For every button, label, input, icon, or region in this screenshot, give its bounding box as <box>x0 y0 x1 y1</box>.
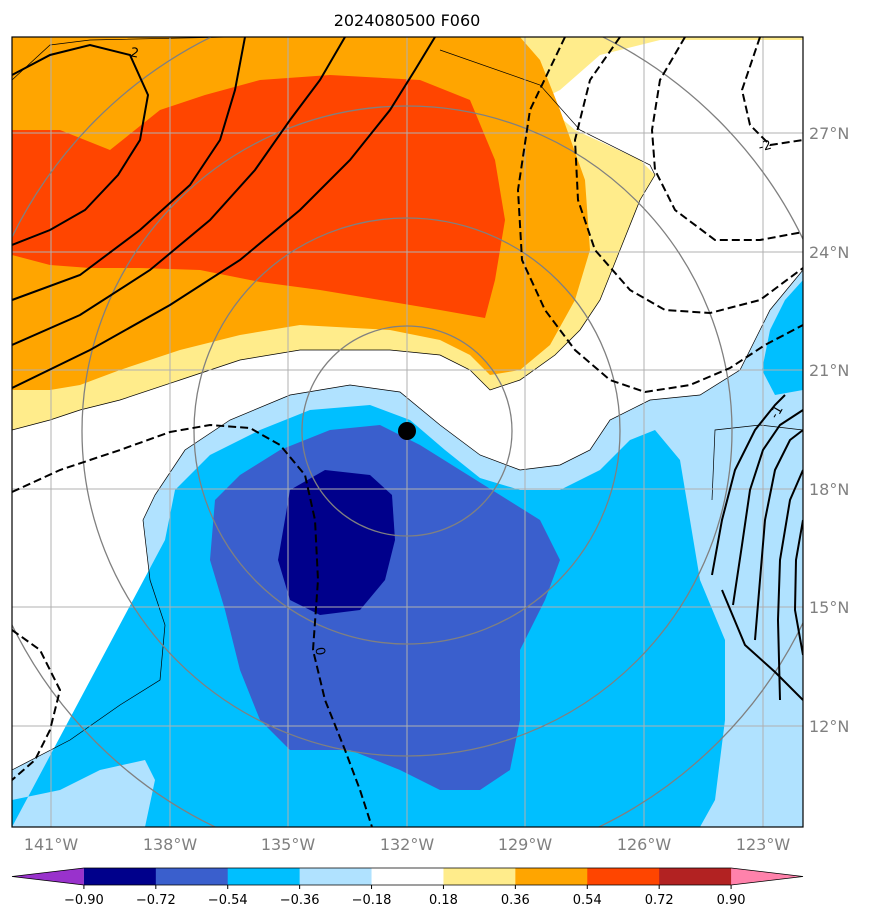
map-area: 2 -2 0 -1 <box>12 37 803 827</box>
lon-label: 135°W <box>261 835 316 854</box>
storm-center-marker <box>398 422 416 440</box>
colorbar-segment <box>227 868 301 885</box>
colorbar-tick-label: 0.18 <box>429 893 458 908</box>
positive-anomaly-shade-3 <box>12 75 505 318</box>
colorbar-segment <box>299 868 373 885</box>
lat-label: 18°N <box>809 480 849 499</box>
lat-label: 21°N <box>809 361 849 380</box>
colorbar-segment <box>371 868 444 885</box>
lat-label: 24°N <box>809 243 849 262</box>
map-title: 2024080500 F060 <box>334 11 481 30</box>
colorbar-tick-label: −0.90 <box>64 893 104 908</box>
colorbar-segment <box>155 868 229 885</box>
contour-label-2: 2 <box>129 45 140 61</box>
range-rings <box>12 37 803 827</box>
colorbar-tick-label: 0.36 <box>501 893 530 908</box>
lon-label: 141°W <box>24 835 79 854</box>
colorbar-tick-label: 0.90 <box>717 893 746 908</box>
map-frame <box>11 36 804 828</box>
positive-contours <box>12 37 803 701</box>
colorbar-segment <box>515 868 588 885</box>
colorbar-segment <box>83 868 157 885</box>
colorbar-segment <box>659 868 732 885</box>
negative-anomaly-shade-4 <box>278 470 395 615</box>
lon-label: 132°W <box>380 835 435 854</box>
lon-label: 123°W <box>736 835 791 854</box>
contour-label-0: 0 <box>311 646 327 657</box>
colorbar-segment <box>731 868 803 885</box>
negative-contours <box>12 37 803 827</box>
colorbar-segment <box>12 868 84 885</box>
lon-label: 126°W <box>617 835 672 854</box>
lat-label: 27°N <box>809 124 849 143</box>
zero-shade-outline <box>12 37 656 431</box>
colorbar-tick-label: 0.54 <box>573 893 602 908</box>
negative-shade-outline <box>12 269 803 771</box>
lat-label: 12°N <box>809 717 849 736</box>
colorbar: −0.90 −0.72 −0.54 −0.36 −0.18 0.18 0.36 0.54 0.7… <box>11 867 804 908</box>
lat-label: 15°N <box>809 598 849 617</box>
contour-label-neg2: -2 <box>757 138 773 156</box>
colorbar-tick-label: −0.36 <box>280 893 320 908</box>
colorbar-tick-label: 0.72 <box>645 893 674 908</box>
colorbar-segment <box>443 868 516 885</box>
colorbar-segment <box>587 868 660 885</box>
longitude-labels: 141°W 138°W 135°W 132°W 129°W 126°W 123°… <box>24 835 791 854</box>
latitude-labels: 27°N 24°N 21°N 18°N 15°N 12°N <box>809 124 849 736</box>
colorbar-tick-label: −0.54 <box>208 893 248 908</box>
colorbar-tick-label: −0.18 <box>352 893 392 908</box>
negative-anomaly-shade-2b <box>762 280 803 395</box>
colorbar-tick-label: −0.72 <box>136 893 176 908</box>
lon-label: 138°W <box>143 835 198 854</box>
lon-label: 129°W <box>498 835 553 854</box>
